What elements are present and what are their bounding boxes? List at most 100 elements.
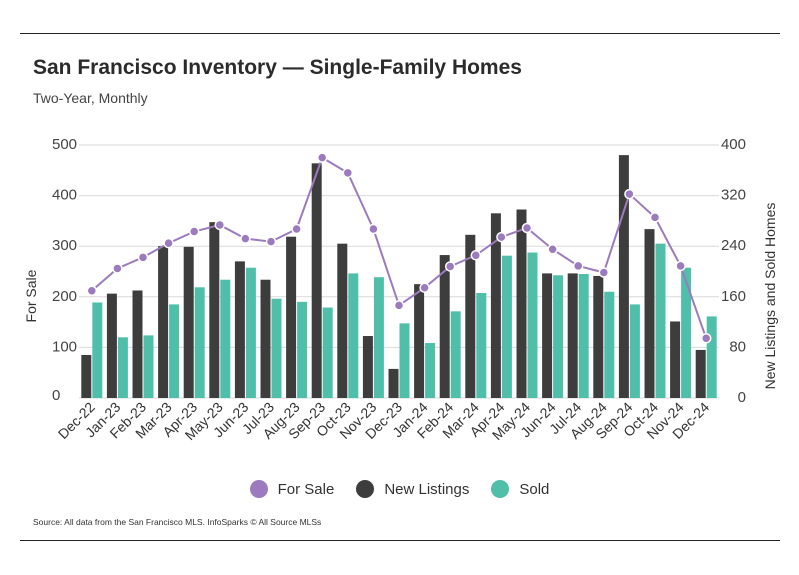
bar-sold xyxy=(271,298,282,398)
bar-sold xyxy=(169,304,180,398)
for-sale-point xyxy=(444,261,456,272)
for-sale-point xyxy=(86,285,98,296)
bar-sold xyxy=(553,275,564,398)
bar-sold xyxy=(604,291,615,398)
bar-new-listings xyxy=(209,222,220,398)
for-sale-point xyxy=(521,222,533,234)
bar-sold xyxy=(322,307,333,398)
bar-sold xyxy=(117,337,128,398)
for-sale-point xyxy=(112,263,123,274)
for-sale-point xyxy=(598,267,610,278)
legend-swatch-new-listings xyxy=(356,480,375,498)
bar-new-listings xyxy=(414,284,425,398)
bar-new-listings xyxy=(260,279,271,398)
legend-item-new-listings: New Listings xyxy=(356,480,469,498)
bar-new-listings xyxy=(593,275,604,398)
for-sale-point xyxy=(316,152,328,163)
y-tick-label-right: 240 xyxy=(721,237,746,254)
bar-new-listings xyxy=(183,246,194,398)
bar-new-listings xyxy=(516,209,527,398)
for-sale-line-group xyxy=(86,152,712,344)
y-tick-label-right: 320 xyxy=(721,187,746,204)
bar-sold xyxy=(143,335,154,398)
for-sale-point xyxy=(368,223,379,235)
bottom-rule xyxy=(20,540,780,541)
bar-new-listings xyxy=(106,293,117,398)
bar-new-listings xyxy=(362,336,373,398)
legend-label-new-listings: New Listings xyxy=(384,480,470,498)
x-axis-labels: Dec-22Jan-23Feb-23Mar-23Apr-23May-23Jun-… xyxy=(55,399,713,443)
bar-sold xyxy=(681,267,692,398)
bar-sold xyxy=(425,342,436,398)
for-sale-point xyxy=(547,243,558,255)
chart-title: San Francisco Inventory — Single-Family … xyxy=(33,56,522,79)
for-sale-point xyxy=(700,333,712,344)
for-sale-point xyxy=(240,233,251,244)
for-sale-point xyxy=(188,226,200,237)
for-sale-point xyxy=(163,237,174,249)
for-sale-point xyxy=(624,188,635,200)
legend-label-sold: Sold xyxy=(519,480,550,498)
bar-sold xyxy=(450,311,461,398)
for-sale-point xyxy=(649,212,661,223)
bar-new-listings xyxy=(132,290,143,398)
bar-sold xyxy=(629,304,640,398)
source-note: Source: All data from the San Francisco … xyxy=(33,517,322,527)
bar-new-listings xyxy=(81,354,92,398)
bar-sold xyxy=(527,252,538,398)
top-rule xyxy=(20,33,780,34)
right-axis: 0 80 160 240 320 400 xyxy=(721,136,746,406)
bar-sold xyxy=(706,316,717,398)
left-axis: 0 100 200 300 400 500 xyxy=(52,136,77,404)
legend-item-for-sale: For Sale xyxy=(249,480,335,498)
for-sale-point xyxy=(675,260,686,272)
bar-new-listings xyxy=(388,368,399,398)
bar-sold xyxy=(220,279,231,398)
bar-sold xyxy=(92,302,103,398)
y-tick-label-right: 160 xyxy=(721,288,746,305)
y-tick-label-left: 500 xyxy=(52,136,77,153)
bar-new-listings xyxy=(286,236,297,398)
bar-new-listings xyxy=(439,255,450,398)
bar-sold xyxy=(297,301,308,398)
legend-swatch-for-sale xyxy=(249,480,268,498)
bar-sold xyxy=(245,267,256,398)
y-axis-label-right: New Listings and Sold Homes xyxy=(762,203,778,390)
bar-new-listings xyxy=(542,273,553,398)
for-sale-point xyxy=(265,236,277,247)
bar-new-listings xyxy=(337,243,348,398)
for-sale-point xyxy=(470,250,482,261)
y-axis-label-left: For Sale xyxy=(23,269,39,322)
bar-sold xyxy=(655,243,666,398)
bar-new-listings xyxy=(234,261,245,398)
bar-sold xyxy=(399,323,410,398)
for-sale-point xyxy=(572,260,584,272)
bar-sold xyxy=(348,273,359,398)
y-tick-label-left: 0 xyxy=(52,387,60,404)
for-sale-point xyxy=(342,167,354,179)
bar-new-listings xyxy=(567,273,578,398)
for-sale-point xyxy=(496,231,507,243)
bar-sold xyxy=(194,287,205,398)
legend-label-for-sale: For Sale xyxy=(277,480,335,498)
for-sale-point xyxy=(419,282,430,293)
bar-new-listings xyxy=(158,246,169,398)
bar-new-listings xyxy=(465,234,476,398)
bar-new-listings xyxy=(644,229,655,398)
for-sale-point xyxy=(137,252,149,263)
bar-sold xyxy=(373,277,384,398)
bar-new-listings xyxy=(311,163,322,398)
bar-sold xyxy=(501,255,512,398)
bar-new-listings xyxy=(618,155,629,398)
y-tick-label-left: 100 xyxy=(52,338,77,355)
y-tick-label-right: 80 xyxy=(729,338,746,355)
bar-new-listings xyxy=(490,213,501,398)
y-tick-label-right: 400 xyxy=(721,136,746,153)
bar-sold xyxy=(578,274,589,398)
y-tick-label-right: 0 xyxy=(738,389,746,406)
legend: For Sale New Listings Sold xyxy=(0,480,799,498)
bar-new-listings xyxy=(670,321,681,398)
bar-sold xyxy=(476,293,487,398)
chart-subtitle: Two-Year, Monthly xyxy=(33,90,148,106)
legend-swatch-sold xyxy=(491,480,510,498)
